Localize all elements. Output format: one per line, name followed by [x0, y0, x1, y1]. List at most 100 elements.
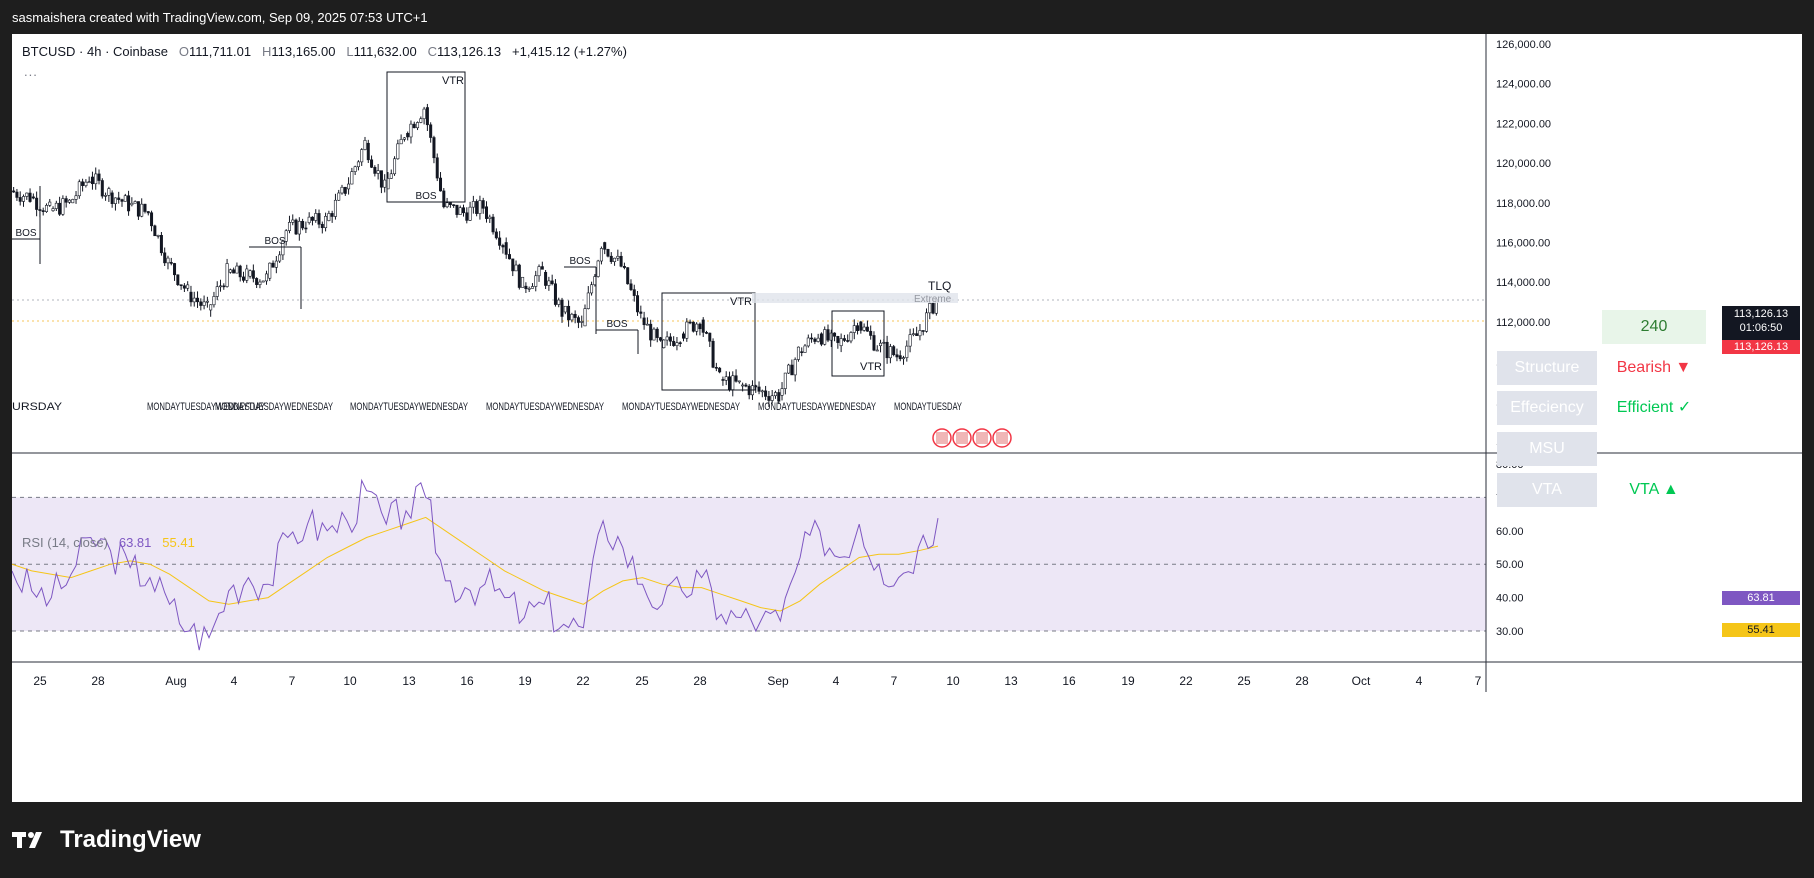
candle-body [54, 202, 58, 209]
low-value: 111,632.00 [353, 44, 417, 59]
candle-body [685, 321, 689, 339]
candle-body [166, 257, 170, 264]
candle-body [455, 204, 459, 215]
candle-body [622, 266, 626, 268]
candle-body [902, 357, 906, 360]
candle-body [107, 188, 111, 196]
candle-body [94, 173, 98, 185]
time-tick-label: Aug [165, 674, 186, 688]
candle-body [159, 235, 163, 254]
candle-body [90, 176, 94, 185]
candle-body [931, 303, 935, 314]
candle-body [281, 240, 285, 256]
candle-body [846, 340, 850, 342]
candle-body [560, 299, 564, 317]
candle-body [704, 332, 708, 334]
candle-body [248, 270, 252, 277]
candle-body [399, 139, 403, 145]
candle-body [869, 330, 873, 336]
economic-event-icon[interactable] [932, 428, 952, 448]
candle-body [895, 354, 899, 358]
candle-body [537, 266, 541, 277]
candle-body [701, 319, 705, 333]
candle-body [675, 342, 679, 346]
economic-event-icon[interactable] [972, 428, 992, 448]
candle-body [127, 195, 131, 212]
candle-body [770, 395, 774, 401]
candle-body [524, 285, 528, 290]
candle-body [393, 158, 397, 175]
candle-body [892, 346, 896, 356]
day-label: MONDAYTUESDAYWEDNESDAY [622, 401, 740, 413]
bos-label: BOS [415, 191, 436, 202]
candle-body [757, 386, 761, 392]
candle-body [918, 330, 922, 337]
economic-event-icon[interactable] [952, 428, 972, 448]
countdown-value: 01:06:50 [1739, 322, 1783, 334]
candle-body [452, 204, 456, 206]
flag-fill [936, 432, 948, 444]
symbol-name: BTCUSD · 4h · Coinbase [22, 44, 168, 59]
candle-body [192, 297, 196, 303]
candle-body [442, 190, 446, 208]
candle-body [573, 313, 577, 318]
candle-body [327, 213, 331, 221]
candle-body [898, 355, 902, 360]
candle-body [245, 268, 249, 281]
more-indicators-button[interactable]: ... [24, 64, 38, 79]
candle-body [356, 161, 360, 168]
candle-body [74, 195, 78, 200]
time-tick-label: 22 [1179, 674, 1193, 688]
candle-body [504, 242, 508, 255]
candle-body [567, 305, 571, 321]
candle-body [51, 208, 55, 212]
candle-body [304, 227, 308, 230]
flag-fill [996, 432, 1008, 444]
candle-body [87, 181, 91, 183]
candle-body [836, 336, 840, 343]
candle-body [908, 334, 912, 347]
candle-body [478, 200, 482, 214]
flag-fill [976, 432, 988, 444]
vtr-label: VTR [860, 361, 882, 373]
candle-body [790, 364, 794, 376]
candle-body [547, 280, 551, 286]
symbol-legend[interactable]: BTCUSD · 4h · Coinbase O111,711.01 H113,… [22, 44, 627, 59]
candle-body [333, 199, 337, 217]
panel-label-vta: VTA [1497, 473, 1597, 507]
candle-body [278, 254, 282, 262]
candle-body [176, 274, 180, 285]
candle-body [659, 337, 663, 341]
candle-body [849, 332, 853, 342]
time-tick-label: 25 [1237, 674, 1251, 688]
candle-body [130, 202, 134, 206]
economic-event-icon[interactable] [992, 428, 1012, 448]
price-tick-label: 124,000.00 [1496, 79, 1551, 91]
candle-body [31, 196, 35, 199]
time-tick-label: 13 [402, 674, 416, 688]
candle-body [15, 191, 19, 198]
extreme-label: Extreme [914, 294, 952, 305]
candle-body [402, 137, 406, 140]
candle-body [12, 190, 16, 193]
candle-body [711, 340, 715, 368]
candle-body [783, 372, 787, 389]
brand-name: TradingView [60, 826, 201, 853]
candle-body [238, 265, 242, 278]
candle-body [773, 392, 777, 397]
high-value: 113,165.00 [271, 44, 336, 59]
candle-body [530, 286, 534, 289]
rsi-line [12, 478, 939, 651]
candle-body [488, 216, 492, 219]
close-value: 113,126.13 [437, 44, 502, 59]
candle-body [28, 192, 32, 202]
tradingview-brand[interactable]: TradingView [12, 822, 201, 858]
candle-body [268, 262, 272, 279]
candle-body [48, 201, 52, 206]
candle-body [856, 325, 860, 331]
rsi-legend[interactable]: RSI (14, close) 63.81 55.41 [22, 535, 195, 550]
candle-body [596, 260, 600, 277]
candle-body [222, 285, 226, 288]
day-label: MONDAYTUESDAYWEDNESDAY [215, 401, 333, 413]
